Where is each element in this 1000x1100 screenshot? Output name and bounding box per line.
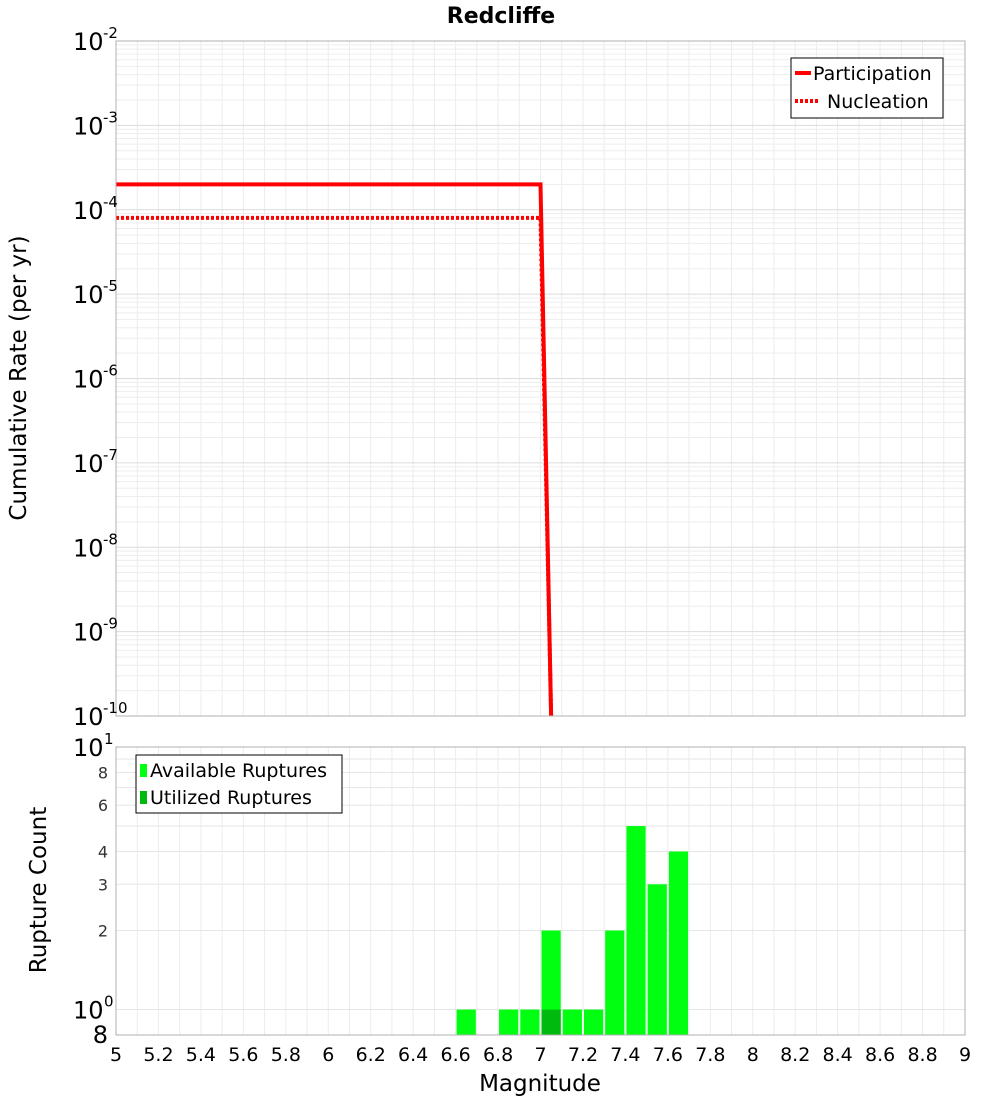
plot-frames bbox=[115, 40, 966, 1036]
x-tick-label: 8.2 bbox=[780, 1044, 810, 1066]
top-y-tick-exponent: -3 bbox=[103, 108, 118, 126]
line-series bbox=[116, 182, 554, 717]
top-legend-box bbox=[790, 57, 944, 119]
top-y-tick-exponent: -9 bbox=[103, 615, 118, 633]
x-tick-label: 8 bbox=[747, 1044, 759, 1066]
legend-utilized-label: Utilized Ruptures bbox=[150, 787, 312, 809]
top-y-tick-label: 10 bbox=[73, 112, 104, 140]
x-tick-label: 6 bbox=[322, 1044, 334, 1066]
available-rupture-bar bbox=[605, 930, 625, 1035]
bottom-y-tick-exponent: 1 bbox=[104, 730, 114, 748]
bottom-y-tick-label: 8 bbox=[93, 1021, 108, 1049]
nucleation-line bbox=[116, 215, 554, 717]
utilized-rupture-bar bbox=[541, 1009, 561, 1035]
bottom-y-tick-label: 10 bbox=[73, 734, 104, 762]
chart-title: Redcliffe bbox=[447, 4, 555, 29]
x-tick-label: 5.8 bbox=[271, 1044, 301, 1066]
bottom-y-tick-label: 10 bbox=[73, 997, 104, 1025]
x-tick-label: 9 bbox=[959, 1044, 971, 1066]
available-rupture-bar bbox=[562, 1009, 582, 1035]
x-tick-label: 5.6 bbox=[228, 1044, 258, 1066]
top-plot-frame bbox=[115, 40, 966, 717]
available-rupture-bar bbox=[647, 884, 667, 1035]
legend-participation-label: Participation bbox=[813, 63, 932, 85]
top-y-tick-label: 10 bbox=[73, 703, 104, 731]
top-y-tick-exponent: -10 bbox=[103, 699, 128, 717]
x-tick-label: 7.2 bbox=[568, 1044, 598, 1066]
x-axis-label: Magnitude bbox=[479, 1071, 601, 1097]
x-tick-label: 7.6 bbox=[653, 1044, 683, 1066]
top-y-tick-label: 10 bbox=[73, 281, 104, 309]
top-y-tick-label: 10 bbox=[73, 450, 104, 478]
x-tick-label: 6.4 bbox=[398, 1044, 428, 1066]
top-y-tick-exponent: -2 bbox=[103, 24, 118, 42]
top-y-tick-label: 10 bbox=[73, 366, 104, 394]
bottom-legend: Available Ruptures Utilized Ruptures bbox=[135, 754, 343, 814]
bottom-y-tick-label: 3 bbox=[98, 875, 108, 894]
available-rupture-bar bbox=[499, 1009, 519, 1035]
x-tick-label: 8.8 bbox=[907, 1044, 937, 1066]
bottom-y-tick-label: 6 bbox=[98, 796, 108, 815]
top-grid bbox=[115, 41, 966, 717]
x-tick-label: 6.8 bbox=[483, 1044, 513, 1066]
top-y-axis-label: Cumulative Rate (per yr) bbox=[6, 235, 32, 520]
x-tick-label: 7.4 bbox=[610, 1044, 640, 1066]
x-tick-label: 5.2 bbox=[143, 1044, 173, 1066]
top-y-tick-exponent: -6 bbox=[103, 362, 118, 380]
bottom-plot-frame bbox=[115, 746, 966, 1036]
available-rupture-bar bbox=[583, 1009, 604, 1035]
top-y-tick-exponent: -7 bbox=[103, 446, 118, 464]
x-tick-label: 7.8 bbox=[695, 1044, 725, 1066]
top-y-tick-exponent: -8 bbox=[103, 530, 118, 548]
bottom-legend-box bbox=[135, 754, 343, 814]
available-rupture-bar bbox=[626, 826, 646, 1035]
x-tick-label: 6.6 bbox=[440, 1044, 470, 1066]
top-y-tick-exponent: -4 bbox=[103, 193, 118, 211]
x-tick-label: 5 bbox=[110, 1044, 122, 1066]
legend-available-swatch bbox=[140, 764, 147, 777]
x-tick-label: 6.2 bbox=[356, 1044, 386, 1066]
x-tick-label: 8.6 bbox=[865, 1044, 895, 1066]
available-rupture-bar bbox=[541, 930, 561, 1035]
bottom-y-tick-label: 4 bbox=[98, 842, 108, 861]
bottom-y-axis-label: Rupture Count bbox=[26, 807, 52, 973]
top-y-tick-label: 10 bbox=[73, 197, 104, 225]
available-rupture-bar bbox=[668, 851, 689, 1035]
x-tick-label: 5.4 bbox=[186, 1044, 216, 1066]
legend-nucleation-label: Nucleation bbox=[827, 91, 929, 113]
top-y-tick-exponent: -5 bbox=[103, 277, 118, 295]
bottom-y-tick-label: 8 bbox=[98, 763, 108, 782]
top-y-tick-label: 10 bbox=[73, 534, 104, 562]
bottom-y-tick-exponent: 0 bbox=[104, 993, 114, 1011]
x-tick-label: 7 bbox=[534, 1044, 546, 1066]
participation-line bbox=[116, 182, 554, 717]
top-y-tick-label: 10 bbox=[73, 28, 104, 56]
legend-available-label: Available Ruptures bbox=[150, 760, 327, 782]
available-rupture-bar bbox=[456, 1009, 476, 1035]
bar-series bbox=[456, 826, 689, 1035]
top-legend: Participation Nucleation bbox=[790, 57, 944, 119]
x-tick-label: 8.4 bbox=[823, 1044, 853, 1066]
available-rupture-bar bbox=[520, 1009, 540, 1035]
bottom-y-tick-label: 2 bbox=[98, 922, 108, 941]
legend-utilized-swatch bbox=[140, 791, 147, 804]
top-y-tick-label: 10 bbox=[73, 619, 104, 647]
